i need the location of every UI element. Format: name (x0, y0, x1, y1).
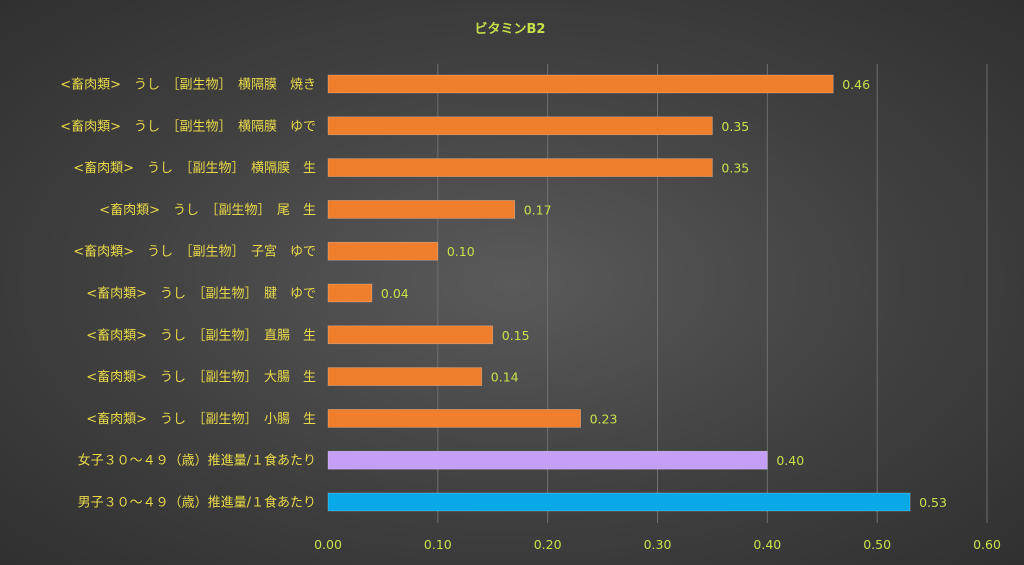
category-label: <畜肉類> うし ［副生物］ 腱 ゆで (86, 286, 316, 302)
category-label: <畜肉類> うし ［副生物］ 横隔膜 ゆで (60, 118, 316, 134)
gridlines (437, 64, 988, 523)
bar (327, 200, 516, 219)
category-label: <畜肉類> うし ［副生物］ 子宮 ゆで (73, 244, 316, 260)
data-label: 0.04 (381, 286, 409, 301)
x-tick-label: 0.00 (314, 537, 342, 552)
category-label: <畜肉類> うし ［副生物］ 直腸 生 (86, 327, 316, 343)
bar (327, 241, 439, 261)
bars (327, 74, 911, 512)
x-tick-label: 0.10 (424, 537, 452, 552)
category-label: <畜肉類> うし ［副生物］ 横隔膜 焼き (60, 77, 316, 93)
data-label: 0.15 (502, 328, 530, 343)
category-label: <畜肉類> うし ［副生物］ 横隔膜 生 (73, 160, 316, 176)
bar (327, 74, 834, 94)
data-label: 0.40 (776, 453, 804, 468)
x-tick-label: 0.20 (534, 537, 562, 552)
x-tick-label: 0.60 (973, 537, 1001, 552)
category-label: <畜肉類> うし ［副生物］ 小腸 生 (86, 411, 316, 427)
data-label: 0.23 (590, 411, 618, 426)
labels: 0.00 0.10 0.20 0.30 0.40 0.50 0.60 <畜肉類> うし ［副生… (60, 77, 1001, 553)
category-label: <畜肉類> うし ［副生物］ 尾 生 (99, 202, 316, 218)
category-label: 女子３０～４９（歳）推進量/１食あたり (78, 453, 316, 469)
category-label: 男子３０～４９（歳）推進量/１食あたり (78, 495, 316, 511)
data-label: 0.14 (491, 370, 519, 385)
bar (327, 367, 483, 386)
data-label: 0.46 (842, 77, 870, 92)
bar (327, 325, 494, 345)
category-label: <畜肉類> うし ［副生物］ 大腸 生 (86, 369, 316, 385)
data-label: 0.35 (721, 161, 749, 176)
bar (327, 283, 373, 303)
bar (327, 158, 713, 177)
x-tick-label: 0.50 (863, 537, 891, 552)
bar (327, 492, 911, 512)
chart-title: ビタミンB2 (475, 21, 546, 37)
bar (327, 450, 768, 470)
data-label: 0.53 (919, 495, 947, 510)
bar (327, 116, 713, 136)
data-label: 0.10 (447, 244, 475, 259)
bar (327, 409, 581, 428)
x-tick-label: 0.40 (753, 537, 781, 552)
data-label: 0.35 (721, 119, 749, 134)
x-tick-label: 0.30 (644, 537, 672, 552)
data-label: 0.17 (524, 202, 552, 217)
